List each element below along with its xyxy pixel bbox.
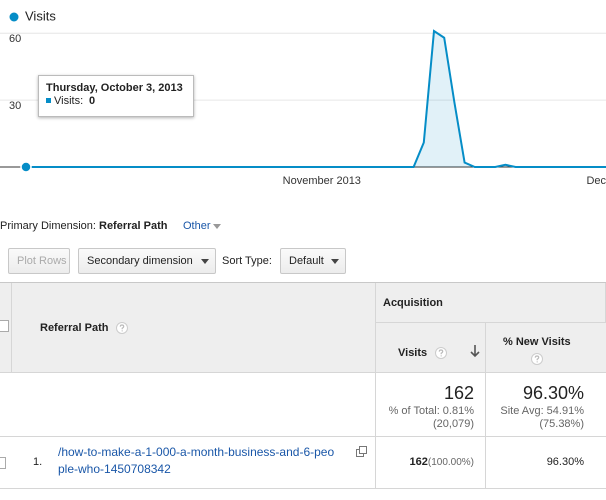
x-tick-label: Dec	[586, 175, 606, 187]
sort-button[interactable]: Default	[280, 248, 346, 274]
totals-cell: 96.30% Site Avg: 54.91% (75.38%)	[486, 373, 606, 437]
group-header: Acquisition	[383, 297, 443, 309]
row-visits: 162(100.00%)	[410, 456, 475, 468]
dimension-label: Primary Dimension:	[0, 220, 96, 232]
column-header[interactable]: Referral Path	[40, 322, 109, 334]
sort-arrow	[470, 345, 480, 358]
tooltip-value: 0	[89, 95, 96, 107]
row-percent: (100.00%)	[427, 457, 474, 468]
header-cell: % New Visits	[486, 323, 606, 373]
tooltip-swatch	[46, 98, 51, 103]
tooltip-label: Visits:	[54, 95, 84, 107]
row-cell: 96.30%	[486, 437, 606, 489]
total-value: 96.30%	[522, 383, 584, 403]
point	[20, 161, 32, 173]
total-average: Site Avg: 54.91%	[500, 405, 584, 417]
secondary-dimension-button[interactable]: Secondary dimension	[78, 248, 216, 274]
row-link[interactable]: ple-who-1450708342	[58, 462, 171, 476]
chart: Visits 30 60 November 2013 Dec	[0, 8, 606, 187]
help-icon[interactable]	[531, 353, 543, 365]
column-header[interactable]: % New Visits	[503, 336, 571, 348]
legend-label[interactable]: Visits	[25, 8, 56, 23]
row-value: 96.30%	[546, 456, 584, 468]
header-cell: Referral Path	[12, 283, 376, 373]
row-index: 1.	[33, 456, 43, 468]
tooltip: Thursday, October 3, 2013 Visits: 0	[38, 75, 194, 117]
help-icon[interactable]	[116, 322, 128, 334]
external-link-icon[interactable]	[356, 446, 367, 457]
row-link[interactable]: /how-to-make-a-1-000-a-month-business-an…	[58, 445, 335, 459]
plot-rows-button[interactable]: Plot Rows	[8, 248, 70, 274]
button-label: Secondary dimension	[87, 255, 193, 267]
total-percent: % of Total: 0.81%	[388, 405, 474, 417]
dropdown-arrow	[213, 224, 221, 229]
row-cell: 162(100.00%)	[376, 437, 486, 489]
dropdown-arrow	[201, 259, 209, 264]
totals-cell: 162 % of Total: 0.81% (20,079)	[376, 373, 486, 437]
tooltip-title: Thursday, October 3, 2013	[46, 82, 183, 94]
header-cell	[0, 283, 12, 373]
y-tick-label: 60	[9, 33, 21, 45]
line	[26, 29, 606, 168]
header-cell: Visits	[376, 323, 486, 373]
dropdown-arrow	[331, 259, 339, 264]
dimension-other[interactable]: Other	[183, 220, 211, 232]
column-header[interactable]: Visits	[398, 347, 428, 359]
button-label: Default	[289, 255, 324, 267]
totals-cell	[0, 373, 376, 437]
legend-dot	[9, 12, 19, 22]
table-border	[0, 282, 606, 283]
total-value: 162	[443, 383, 474, 403]
dimension-active[interactable]: Referral Path	[99, 220, 168, 232]
checkbox[interactable]	[0, 320, 9, 332]
help-icon[interactable]	[435, 347, 447, 359]
row-value: 162	[409, 456, 428, 468]
total-base: (75.38%)	[539, 418, 584, 430]
total-base: (20,079)	[433, 418, 474, 430]
x-tick-label: November 2013	[283, 175, 361, 187]
row-cell: 1. /how-to-make-a-1-000-a-month-business…	[0, 437, 376, 489]
y-tick-label: 30	[9, 100, 21, 112]
group-header-cell: Acquisition	[376, 283, 606, 323]
checkbox[interactable]	[0, 457, 6, 469]
sort-label: Sort Type:	[222, 255, 272, 267]
